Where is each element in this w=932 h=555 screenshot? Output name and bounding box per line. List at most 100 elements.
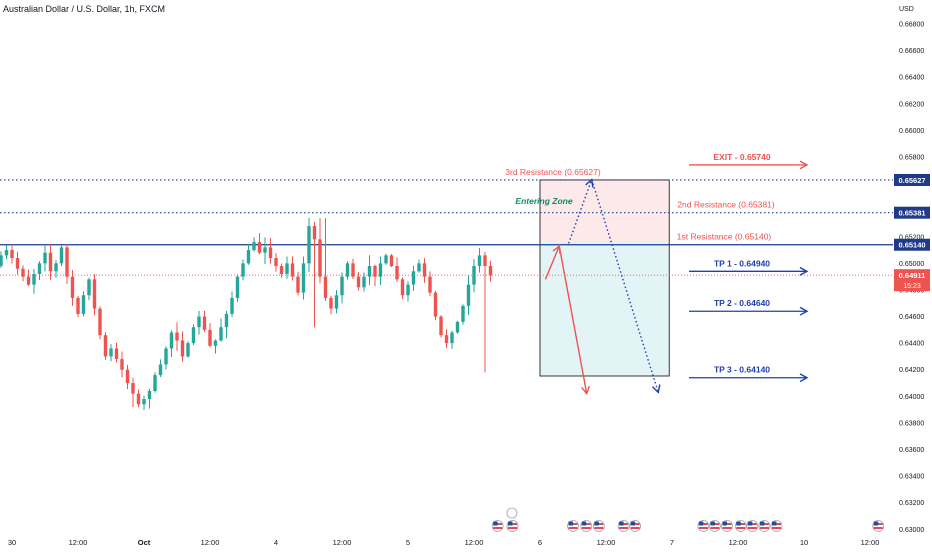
y-tick-label: 0.66800	[899, 21, 924, 28]
flag-canton	[873, 521, 879, 526]
candle-body	[395, 266, 399, 280]
candle-body	[21, 268, 25, 277]
candle-body	[175, 332, 179, 341]
candle-body	[329, 297, 333, 309]
target-zone	[540, 242, 670, 376]
flag-stripe	[581, 527, 591, 529]
flag-stripe	[736, 527, 746, 529]
flag-canton	[493, 521, 498, 526]
candle-body	[76, 297, 80, 314]
candle-body	[43, 252, 47, 264]
exit-arrow-head	[799, 160, 809, 170]
event-flag-icon	[746, 520, 759, 532]
candle-body	[59, 247, 64, 264]
candle-body	[356, 276, 361, 288]
y-tick-label: 0.66600	[899, 48, 924, 55]
flag-stripe	[568, 527, 578, 529]
candle-body	[10, 250, 14, 259]
candle-body	[323, 276, 328, 298]
y-tick-label: 0.64400	[899, 341, 924, 348]
flag-canton	[722, 521, 727, 526]
candle-body	[285, 263, 289, 274]
candle-body	[263, 247, 267, 253]
y-tick-label: 0.66400	[899, 75, 924, 82]
flag-stripe	[759, 527, 769, 529]
candle-body	[334, 295, 339, 309]
candle-body	[301, 263, 306, 293]
axis-level-label: 0.65627	[898, 176, 925, 185]
y-tick-label: 0.63200	[899, 500, 924, 507]
event-flag-icon	[617, 520, 630, 532]
countdown-label: 15:23	[903, 283, 921, 290]
candle-body	[411, 271, 416, 285]
candle-body	[296, 276, 300, 293]
candle-body	[224, 313, 229, 328]
flag-stripe	[508, 527, 517, 529]
candle-body	[109, 348, 113, 357]
candle-body	[439, 316, 443, 336]
arrowhead-blue-down	[652, 384, 661, 394]
candle-body	[87, 279, 91, 296]
event-flag-icon	[758, 520, 771, 532]
candle-body	[351, 263, 355, 277]
flag-canton	[759, 521, 765, 526]
x-tick-label: 12:00	[69, 538, 88, 547]
flag-canton	[508, 521, 513, 526]
event-flag-icon	[567, 520, 579, 532]
y-tick-label: 0.65200	[899, 234, 924, 241]
x-tick-label: 5	[406, 538, 410, 547]
flag-stripe	[698, 527, 708, 529]
candle-body	[158, 364, 163, 376]
event-flag-icon	[721, 520, 733, 532]
candle-body	[180, 340, 185, 357]
flag-canton	[736, 521, 741, 526]
candle-body	[406, 284, 410, 296]
axis-level-label: 0.65381	[898, 209, 925, 218]
candle-body	[417, 263, 421, 272]
event-flag-icon	[770, 520, 783, 532]
candle-body	[307, 226, 311, 264]
candle-body	[444, 335, 449, 344]
candle-body	[450, 332, 454, 344]
x-tick-label: 6	[538, 538, 542, 547]
candle-body	[252, 242, 256, 251]
y-tick-label: 0.64000	[899, 394, 924, 401]
flag-stripe	[710, 527, 720, 529]
candle-body	[477, 255, 482, 267]
flag-stripe	[630, 527, 640, 529]
flag-stripe	[594, 527, 604, 529]
entering-zone-label: Entering Zone	[515, 196, 572, 206]
candle-body	[340, 276, 344, 296]
candle-body	[312, 226, 317, 240]
tp-arrow-label: TP 2 - 0.64640	[714, 298, 770, 308]
tp-arrow-label: TP 1 - 0.64940	[714, 258, 770, 268]
event-flag-icon	[592, 520, 605, 532]
candle-body	[279, 266, 284, 274]
candle-body	[213, 340, 218, 346]
candle-body	[70, 276, 75, 298]
flag-canton	[772, 521, 777, 526]
flag-canton	[568, 521, 573, 526]
x-tick-label: 12:00	[597, 538, 616, 547]
candles	[0, 217, 493, 411]
flag-canton	[698, 521, 704, 526]
event-flag-icon	[629, 520, 642, 532]
y-tick-label: 0.63800	[899, 420, 924, 427]
exit-arrow-label: EXIT - 0.65740	[713, 152, 770, 162]
candle-body	[362, 276, 366, 288]
candle-body	[219, 327, 223, 341]
y-tick-label: 0.63400	[899, 474, 924, 481]
x-tick-label: 12:00	[201, 538, 220, 547]
y-tick-label: 0.64200	[899, 367, 924, 374]
x-tick-label: 10	[800, 538, 808, 547]
candle-body	[373, 266, 377, 277]
candle-body	[202, 316, 207, 330]
candle-body	[103, 335, 108, 357]
candle-body	[54, 263, 58, 272]
y-tick-label: 0.65000	[899, 261, 924, 268]
time-axis: 30 12:00 Oct 12:00 4 12:00 5 12:00 6 12:00 7 12:00 1…	[8, 538, 880, 547]
flag-stripe	[493, 527, 503, 529]
axis-level-label: 0.65140	[898, 241, 925, 250]
resistance-label: 2nd Resistance (0.65381)	[677, 200, 775, 210]
